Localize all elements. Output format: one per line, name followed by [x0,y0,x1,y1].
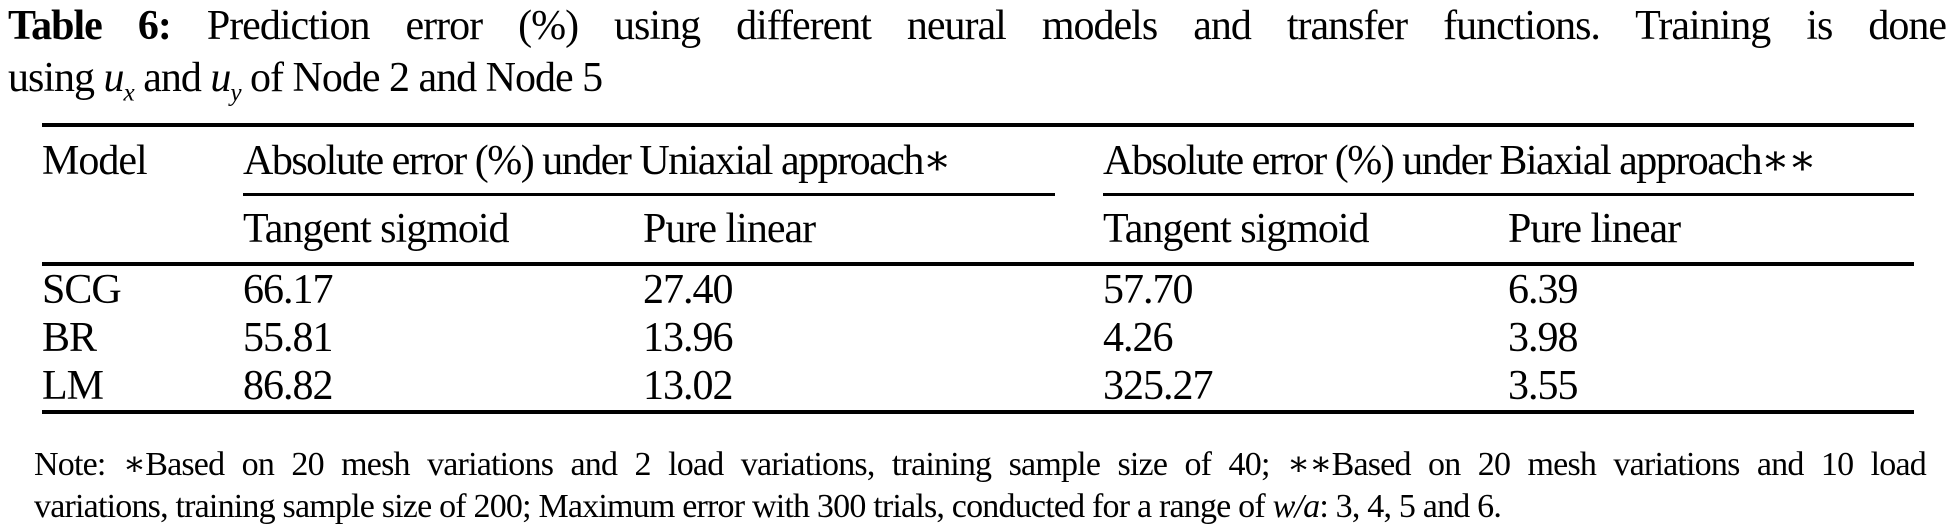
column-header-uniaxial-tangent-sigmoid: Tangent sigmoid [243,196,643,266]
prediction-error-table: Model Absolute error (%) under Uniaxial … [42,123,1915,414]
cell-value: 57.70 [1103,267,1194,313]
u-y-subscript: y [230,79,241,107]
caption-text: using [8,55,104,101]
caption-line-2: using ux and uy of Node 2 and Node 5 [8,52,1946,107]
cell-value: 325.27 [1103,363,1214,409]
u-x-symbol: u [103,55,125,101]
sub-header-row: Tangent sigmoid Pure linear Tangent sigm… [42,196,1915,266]
cell-value: 13.96 [643,315,734,361]
model-name: LM [42,363,104,409]
footnote-line-1: Note: ∗Based on 20 mesh variations and 2… [34,446,1927,483]
group-header-uniaxial: Absolute error (%) under Uniaxial approa… [243,137,1056,196]
model-name: BR [42,315,97,361]
cell-value: 86.82 [243,363,334,409]
cell-value: 6.39 [1508,267,1579,313]
footnote-text: variations, training sample size of 200;… [34,488,1273,525]
u-y-symbol: u [210,55,231,101]
table-number-label: Table 6: [8,3,172,49]
cell-value: 27.40 [643,267,734,313]
table-caption: Table 6: Prediction error (%) using diff… [8,0,1947,107]
table-row-br: BR 55.81 13.96 4.26 3.98 [42,314,1914,362]
caption-text: of Node 2 and Node 5 [240,55,603,101]
column-header-uniaxial-pure-linear: Pure linear [643,196,1104,266]
footnote-text: : 3, 4, 5 and 6. [1319,488,1502,525]
table-footnote: Note: ∗Based on 20 mesh variations and 2… [34,444,1927,528]
column-header-biaxial-pure-linear: Pure linear [1508,196,1915,266]
footnote-line-2: variations, training sample size of 200;… [34,486,1926,528]
table-row-lm: LM 86.82 13.02 325.27 3.55 [42,362,1914,412]
cell-value: 4.26 [1103,315,1174,361]
table-row-scg: SCG 66.17 27.40 57.70 6.39 [42,264,1914,314]
cell-value: 55.81 [243,315,334,361]
group-header-biaxial: Absolute error (%) under Biaxial approac… [1103,137,1915,196]
group-header-row: Model Absolute error (%) under Uniaxial … [42,125,1915,266]
column-header-model: Model [42,125,243,266]
group-header-biaxial-cell: Absolute error (%) under Biaxial approac… [1103,125,1915,196]
u-x-subscript: x [123,79,135,107]
cell-value: 3.98 [1508,315,1579,361]
caption-text: Prediction error (%) using different neu… [170,3,1947,49]
w-over-a-symbol: w/a [1272,488,1321,525]
cell-value: 3.55 [1508,363,1579,409]
model-name: SCG [42,267,122,313]
group-header-uniaxial-cell: Absolute error (%) under Uniaxial approa… [243,125,1103,196]
cell-value: 66.17 [243,267,334,313]
caption-line-1: Table 6: Prediction error (%) using diff… [8,0,1947,52]
cell-value: 13.02 [643,363,734,409]
caption-text: and [133,55,211,101]
column-header-biaxial-tangent-sigmoid: Tangent sigmoid [1103,196,1509,266]
